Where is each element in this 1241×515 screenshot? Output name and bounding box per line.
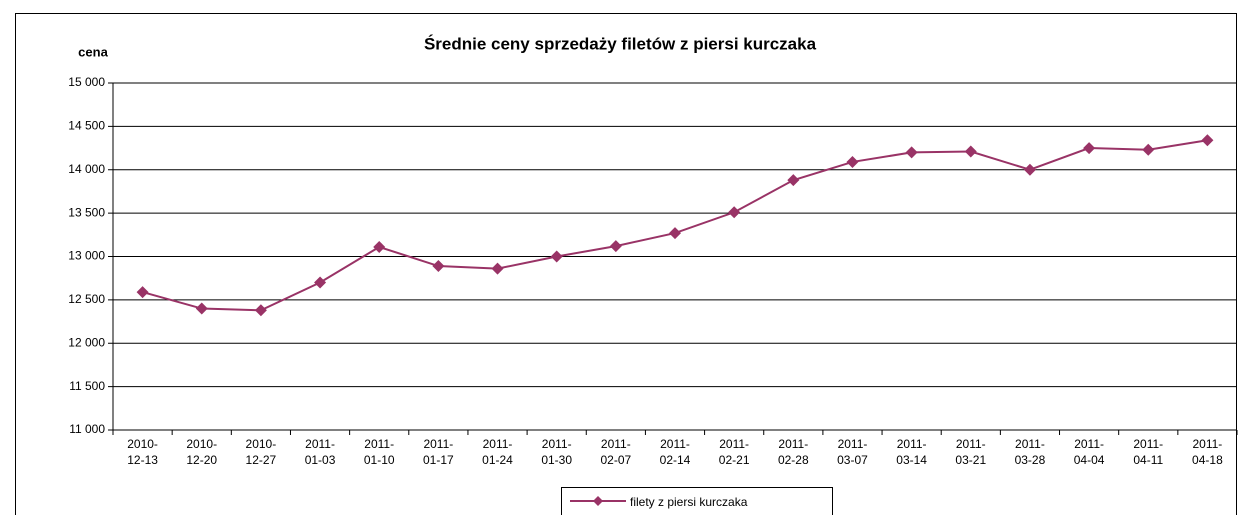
data-point <box>373 240 386 253</box>
legend: filety z piersi kurczaka <box>561 487 833 515</box>
data-point <box>669 227 681 240</box>
x-tick-label: 2011-04-18 <box>1192 437 1223 467</box>
y-tick-label: 12 000 <box>68 335 105 349</box>
data-point <box>1023 163 1036 176</box>
y-tick-label: 13 500 <box>68 205 105 219</box>
series-line <box>142 139 1208 312</box>
data-point <box>905 146 918 159</box>
x-tick-label: 2011-04-04 <box>1073 437 1105 467</box>
x-tick-label: 2011-03-07 <box>837 437 868 467</box>
x-tick-label: 2011-02-21 <box>718 437 750 467</box>
legend-marker <box>593 496 603 506</box>
data-point <box>491 262 504 275</box>
data-point <box>1142 143 1155 156</box>
y-tick-label: 11 000 <box>69 422 105 436</box>
data-point <box>728 206 741 219</box>
x-tick-label: 2011-01-30 <box>541 437 573 467</box>
y-axis-label: cena <box>78 44 108 59</box>
y-tick-label: 14 500 <box>68 119 105 133</box>
x-tick-label: 2011-02-28 <box>777 437 809 467</box>
data-point <box>964 145 977 158</box>
y-tick-label: 15 000 <box>68 75 105 89</box>
x-tick-label: 2011-01-17 <box>423 437 454 467</box>
y-tick-label: 11 500 <box>69 379 105 393</box>
data-point <box>314 276 327 289</box>
y-tick-label: 13 000 <box>68 249 105 263</box>
x-tick-label: 2011-02-14 <box>659 437 691 467</box>
chart-title: Średnie ceny sprzedaży filetów z piersi … <box>424 34 817 53</box>
legend-label: filety z piersi kurczaka <box>630 495 748 509</box>
x-tick-label: 2010-12-20 <box>186 437 218 467</box>
data-point <box>846 155 859 168</box>
legend-key <box>570 496 626 506</box>
data-point <box>254 304 267 317</box>
x-tick-label: 2011-04-11 <box>1133 437 1164 467</box>
y-tick-label: 12 500 <box>68 292 105 306</box>
x-tick-label: 2011-03-28 <box>1014 437 1046 467</box>
x-tick-label: 2011-01-10 <box>363 437 395 467</box>
x-tick-label: 2011-03-14 <box>896 437 927 467</box>
x-tick-label: 2011-03-21 <box>955 437 987 467</box>
y-tick-label: 14 000 <box>68 162 105 176</box>
data-point <box>787 174 800 187</box>
x-tick-label: 2011-01-03 <box>304 437 336 467</box>
data-point <box>136 286 149 299</box>
x-tick-label: 2011-01-24 <box>482 437 513 467</box>
data-point <box>195 302 208 315</box>
data-point <box>1201 134 1214 147</box>
chart-frame <box>15 13 1237 515</box>
data-point <box>550 250 563 263</box>
data-point <box>609 240 622 253</box>
x-tick-label: 2011-02-07 <box>600 437 632 467</box>
x-tick-label: 2010-12-13 <box>127 437 158 467</box>
data-point <box>1083 142 1096 155</box>
data-point <box>432 260 445 273</box>
x-tick-label: 2010-12-27 <box>245 437 277 467</box>
